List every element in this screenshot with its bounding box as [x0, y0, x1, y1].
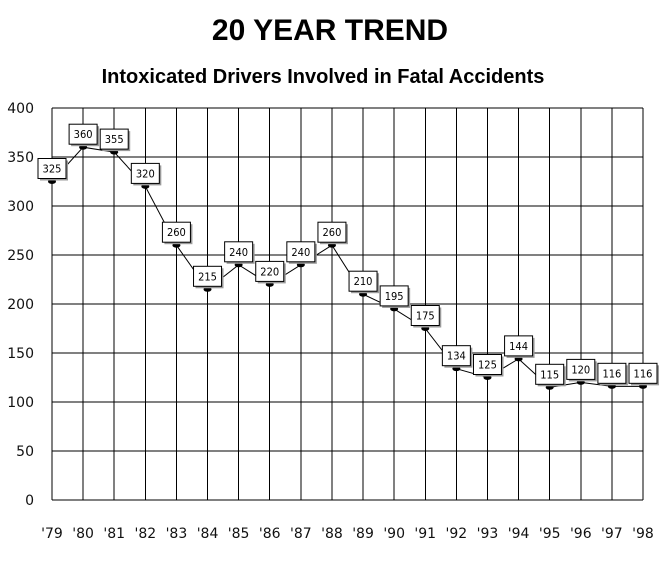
data-label: 360 — [68, 123, 100, 147]
y-tick-label: 150 — [7, 346, 34, 362]
data-label-text: 240 — [291, 246, 310, 259]
x-tick-label: '91 — [414, 526, 436, 542]
x-tick-label: '82 — [134, 526, 156, 542]
x-tick-label: '86 — [259, 526, 281, 542]
data-label-box — [410, 305, 440, 326]
x-tick-label: '89 — [352, 526, 374, 542]
data-label-text: 115 — [540, 368, 559, 381]
data-label-box — [379, 285, 409, 307]
data-label-box — [99, 128, 129, 150]
data-label-text: 125 — [478, 359, 497, 372]
data-label-text: 195 — [385, 290, 404, 303]
data-label-text: 144 — [509, 340, 528, 353]
data-label: 355 — [99, 128, 131, 152]
data-label-text: 325 — [43, 163, 62, 176]
x-tick-label: '87 — [290, 526, 312, 542]
data-label-text: 175 — [416, 310, 435, 323]
data-label: 260 — [317, 221, 348, 245]
data-label-text: 116 — [602, 367, 621, 380]
x-tick-label: '84 — [197, 526, 219, 542]
data-label-box — [193, 265, 223, 287]
data-label-box — [597, 362, 627, 384]
data-label-box — [504, 335, 534, 357]
y-tick-label: 100 — [7, 395, 34, 411]
data-label: 116 — [597, 362, 628, 386]
y-tick-label: 50 — [16, 444, 34, 460]
data-label-box — [628, 362, 658, 384]
y-tick-label: 300 — [7, 199, 34, 215]
data-label: 220 — [255, 260, 286, 284]
x-tick-label: '95 — [539, 526, 561, 542]
x-tick-label: '85 — [228, 526, 250, 542]
x-tick-label: '92 — [446, 526, 468, 542]
data-label: 175 — [410, 305, 442, 328]
data-label-box — [255, 260, 285, 282]
x-tick-label: '90 — [383, 526, 405, 542]
chart-subtitle: Intoxicated Drivers Involved in Fatal Ac… — [101, 66, 545, 88]
data-label-text: 120 — [571, 363, 590, 376]
data-label-text: 210 — [354, 275, 373, 288]
y-axis-ticks: 0 50 100 150 200 250 300 350 400 — [7, 101, 34, 509]
data-label-box — [317, 221, 347, 243]
data-label: 260 — [161, 221, 193, 245]
data-label-box — [286, 241, 316, 263]
data-label: 320 — [130, 162, 162, 186]
x-tick-label: '88 — [321, 526, 343, 542]
y-tick-label: 400 — [7, 101, 34, 117]
data-label: 325 — [37, 158, 68, 181]
data-label-text: 320 — [136, 167, 155, 180]
x-tick-label: '81 — [103, 526, 125, 542]
data-label: 240 — [224, 241, 255, 264]
chart-title: 20 YEAR TREND — [211, 14, 449, 47]
data-label: 240 — [286, 241, 317, 264]
data-labels: 325 360 355 320 260 215 240 220 240 260 210 195 175 1… — [37, 123, 659, 387]
x-tick-label: '96 — [570, 526, 592, 542]
data-label-text: 215 — [198, 270, 217, 283]
data-label-box — [161, 221, 191, 243]
data-label: 115 — [535, 363, 566, 387]
data-label-text: 116 — [634, 367, 653, 380]
data-label-box — [472, 354, 502, 375]
data-label: 195 — [379, 285, 411, 308]
y-tick-label: 350 — [7, 150, 34, 166]
data-label: 210 — [348, 270, 380, 294]
data-label: 116 — [628, 362, 659, 386]
data-label-box — [348, 270, 378, 292]
data-label-box — [37, 158, 67, 179]
data-label: 144 — [504, 335, 535, 358]
data-label: 120 — [566, 358, 597, 382]
x-tick-label: '93 — [477, 526, 499, 542]
data-label-text: 360 — [74, 128, 93, 141]
data-label-text: 240 — [229, 246, 248, 259]
data-label: 215 — [193, 265, 224, 289]
x-tick-label: '79 — [41, 526, 63, 542]
y-tick-label: 0 — [25, 493, 34, 509]
data-label-box — [224, 241, 254, 263]
data-label-box — [566, 358, 596, 380]
y-tick-label: 200 — [7, 297, 34, 313]
x-tick-label: '80 — [72, 526, 94, 542]
data-label: 125 — [472, 354, 504, 377]
x-tick-label: '94 — [508, 526, 530, 542]
data-label: 134 — [441, 345, 473, 368]
data-label-text: 260 — [323, 226, 342, 239]
x-tick-label: '98 — [632, 526, 654, 542]
data-label-text: 134 — [447, 350, 466, 363]
data-label-box — [441, 345, 471, 367]
x-axis-ticks: '79 '80 '81 '82 '83 '84 '85 '86 '87 '88 '89 '90 '91 '… — [41, 526, 654, 542]
data-label-box — [68, 123, 98, 145]
data-label-text: 260 — [167, 226, 186, 239]
data-label-text: 355 — [105, 133, 124, 146]
x-tick-label: '97 — [601, 526, 623, 542]
data-label-text: 220 — [260, 265, 279, 278]
data-label-box — [130, 162, 160, 184]
y-tick-label: 250 — [7, 248, 34, 264]
x-tick-label: '83 — [166, 526, 188, 542]
data-label-box — [535, 363, 565, 385]
